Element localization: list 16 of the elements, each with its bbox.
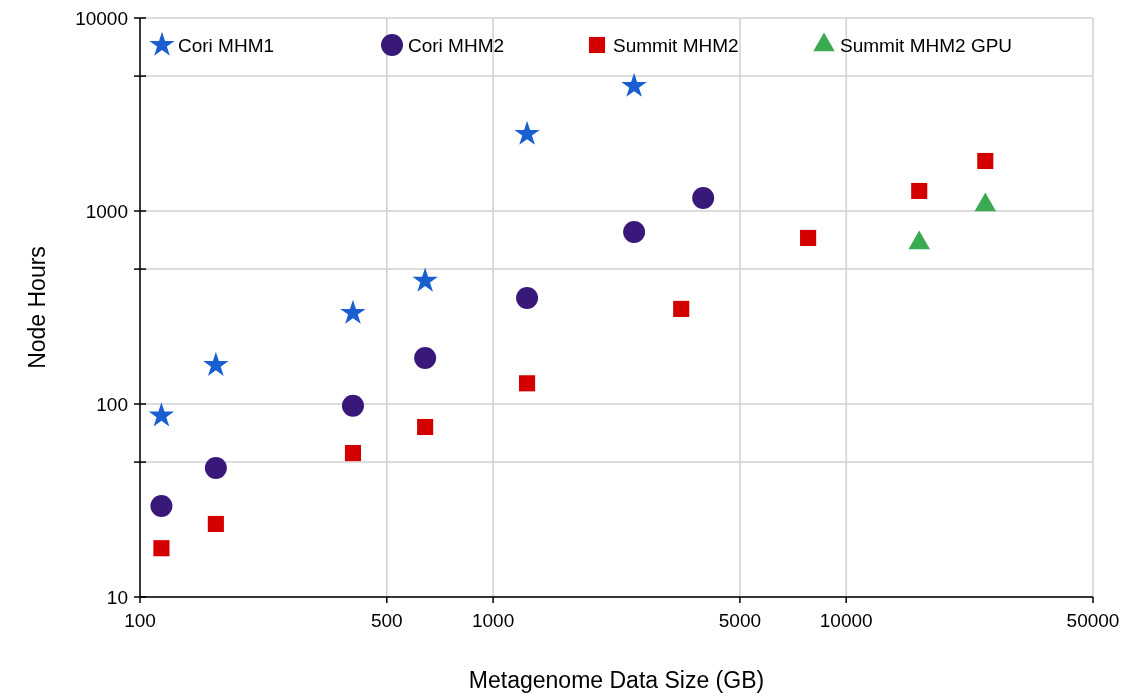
legend-label: Summit MHM2 <box>613 34 739 56</box>
x-tick-label: 50000 <box>1066 610 1120 631</box>
x-tick-label: 10000 <box>819 610 873 631</box>
x-tick-label: 5000 <box>718 610 762 631</box>
x-tick-label: 1000 <box>471 610 515 631</box>
y-tick-label: 10000 <box>75 7 128 29</box>
legend-label: Summit MHM2 GPU <box>840 34 1013 56</box>
y-tick-label: 100 <box>96 393 128 415</box>
x-tick-label: 100 <box>124 610 156 631</box>
y-tick-label: 10 <box>106 586 128 608</box>
legend-label: Cori MHM2 <box>408 34 505 56</box>
x-axis-title: Metagenome Data Size (GB) <box>468 667 765 693</box>
legend-label: Cori MHM1 <box>178 34 275 56</box>
y-tick-label: 1000 <box>85 200 128 222</box>
y-axis-title: Node Hours <box>24 246 50 369</box>
x-tick-label: 500 <box>370 610 403 631</box>
